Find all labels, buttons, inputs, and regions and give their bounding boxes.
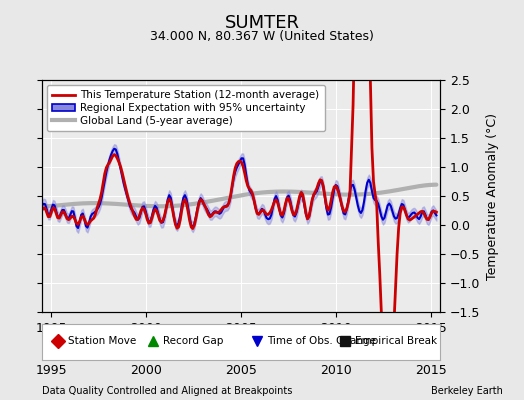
Text: SUMTER: SUMTER: [224, 14, 300, 32]
Text: 34.000 N, 80.367 W (United States): 34.000 N, 80.367 W (United States): [150, 30, 374, 43]
Legend: This Temperature Station (12-month average), Regional Expectation with 95% uncer: This Temperature Station (12-month avera…: [47, 85, 325, 131]
Y-axis label: Temperature Anomaly (°C): Temperature Anomaly (°C): [486, 112, 499, 280]
Text: 2005: 2005: [225, 364, 257, 377]
Text: Data Quality Controlled and Aligned at Breakpoints: Data Quality Controlled and Aligned at B…: [42, 386, 292, 396]
Text: Station Move: Station Move: [68, 336, 136, 346]
Text: Berkeley Earth: Berkeley Earth: [431, 386, 503, 396]
Text: 2015: 2015: [415, 364, 446, 377]
Text: 1995: 1995: [36, 364, 67, 377]
Text: 2000: 2000: [130, 364, 162, 377]
Text: Record Gap: Record Gap: [163, 336, 224, 346]
Text: 2010: 2010: [320, 364, 352, 377]
Text: Time of Obs. Change: Time of Obs. Change: [267, 336, 376, 346]
Text: Empirical Break: Empirical Break: [355, 336, 436, 346]
